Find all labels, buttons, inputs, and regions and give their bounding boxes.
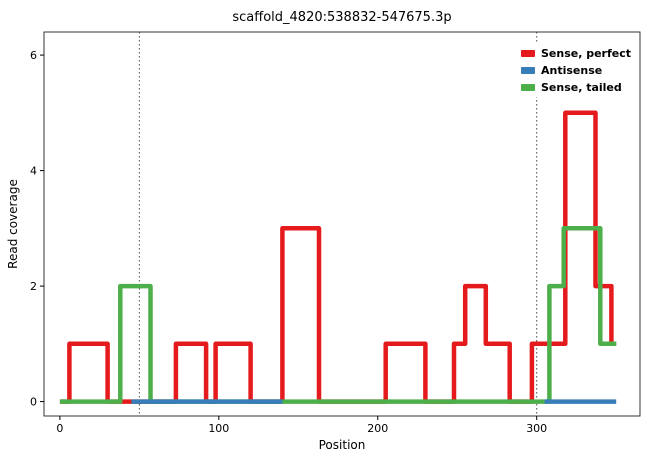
legend-item: Sense, tailed (520, 81, 631, 94)
legend-swatch (520, 50, 535, 57)
x-tick-label: 300 (526, 422, 547, 435)
y-tick-label: 4 (30, 165, 37, 178)
legend-label: Sense, perfect (540, 47, 631, 60)
panel-border (43, 31, 641, 417)
legend-label: Antisense (540, 64, 603, 77)
y-tick-label: 6 (30, 49, 37, 62)
legend-item: Sense, perfect (520, 47, 631, 60)
chart-title: scaffold_4820:538832-547675.3p (232, 10, 452, 25)
x-tick-label: 100 (208, 422, 229, 435)
x-axis-label: Position (318, 438, 366, 452)
series-line (59, 110, 617, 404)
y-tick-label: 0 (30, 396, 37, 409)
x-tick-label: 200 (367, 422, 388, 435)
legend-item: Antisense (520, 64, 631, 77)
x-tick-label: 0 (56, 422, 63, 435)
series-line (59, 226, 617, 404)
legend-swatch (520, 84, 535, 91)
legend-label: Sense, tailed (540, 81, 622, 94)
y-tick-label: 2 (30, 280, 37, 293)
legend: Sense, perfect Antisense Sense, tailed (515, 44, 636, 97)
legend-swatch (520, 67, 535, 74)
